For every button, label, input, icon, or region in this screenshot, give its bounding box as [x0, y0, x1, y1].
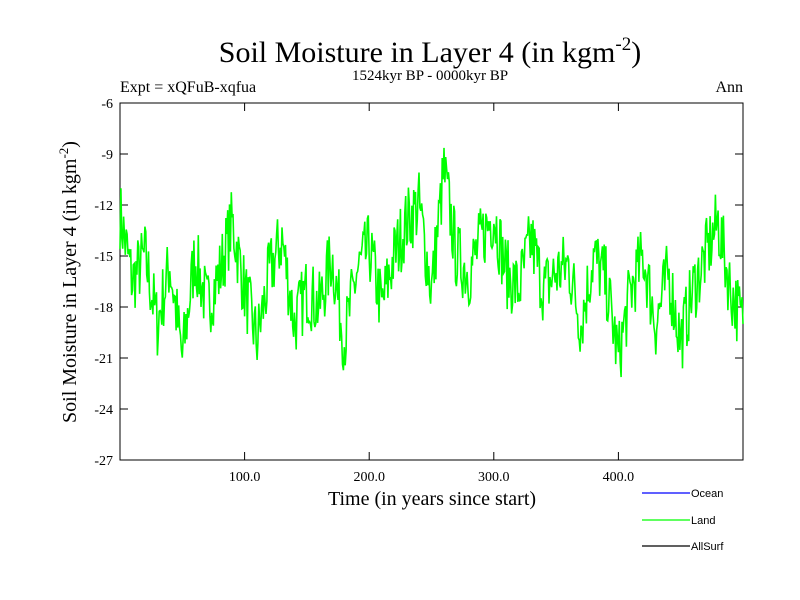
y-tick-label: -18 — [94, 301, 113, 316]
y-tick-label: -6 — [101, 97, 113, 112]
y-tick-label: -27 — [94, 454, 113, 469]
legend-ocean-label: Ocean — [691, 488, 723, 500]
chart-subtitle: 1524kyr BP - 0000kyr BP — [352, 68, 508, 84]
x-axis: 100.0 200.0 300.0 400.0 — [229, 103, 634, 485]
y-tick-label: -12 — [94, 199, 113, 214]
x-tick-label: 300.0 — [478, 470, 510, 485]
season-label: Ann — [715, 79, 743, 96]
y-tick-label: -9 — [101, 148, 113, 163]
series-land-line — [119, 147, 744, 378]
legend-allsurf-label: AllSurf — [691, 541, 724, 553]
y-axis: -6 -9 -12 -15 -18 -21 -24 -27 — [94, 97, 743, 469]
legend: Ocean Land AllSurf — [642, 488, 724, 553]
y-tick-label: -21 — [94, 352, 113, 367]
legend-land-label: Land — [691, 515, 715, 527]
plot-frame — [119, 102, 744, 461]
experiment-label: Expt = xQFuB-xqfua — [120, 79, 256, 96]
y-tick-label: -15 — [94, 250, 113, 265]
x-axis-label: Time (in years since start) — [328, 488, 536, 510]
y-tick-label: -24 — [94, 403, 113, 418]
x-tick-label: 200.0 — [353, 470, 385, 485]
y-axis-label: Soil Moisture in Layer 4 (in kgm-2) — [56, 141, 81, 423]
x-tick-label: 400.0 — [603, 470, 635, 485]
x-tick-label: 100.0 — [229, 470, 261, 485]
chart-title: Soil Moisture in Layer 4 (in kgm-2) — [219, 34, 641, 69]
